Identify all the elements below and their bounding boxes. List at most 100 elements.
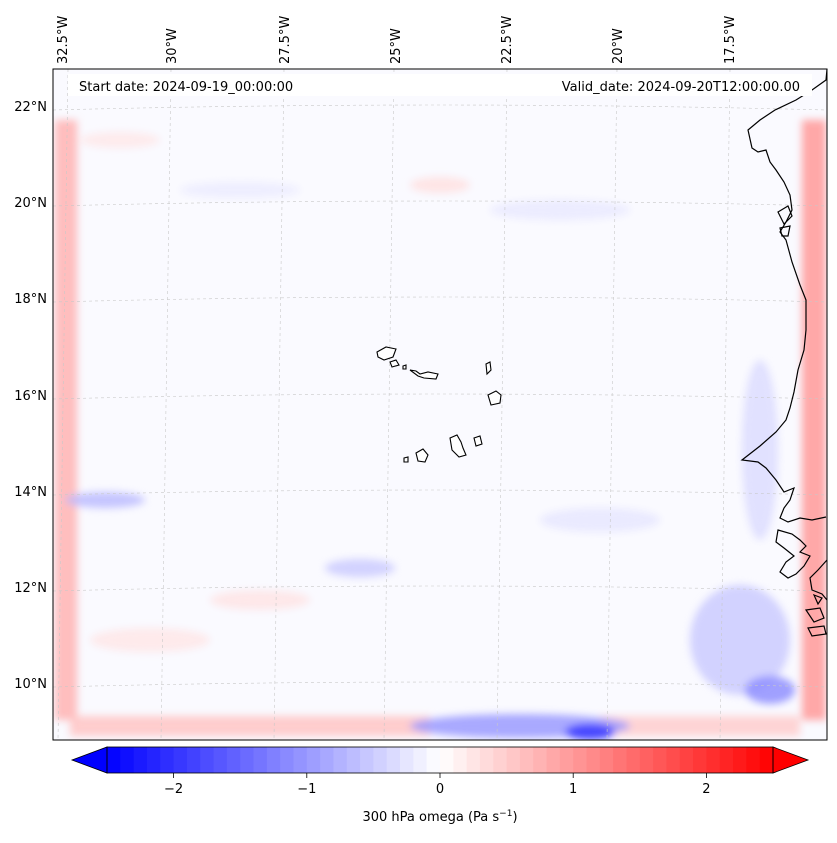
omega-southeast-core (745, 676, 795, 704)
colorbar-cell (413, 747, 428, 773)
lon-label: 27.5°W (278, 16, 293, 64)
lat-label: 14°N (14, 485, 47, 500)
colorbar-cell (679, 747, 694, 773)
colorbar-cell (360, 747, 374, 773)
colorbar-cell (493, 747, 508, 773)
colorbar-cell (546, 747, 561, 773)
omega-central-red (210, 590, 310, 610)
colorbar-cell (280, 747, 294, 773)
coast-guinea (809, 559, 828, 601)
colorbar-ticks: −2 −1 0 1 2 (164, 773, 711, 797)
lon-label: 17.5°W (723, 16, 738, 64)
lat-label: 20°N (14, 196, 47, 211)
colorbar-min-extension (70, 746, 108, 774)
lat-label: 10°N (14, 677, 47, 692)
omega-shading (55, 120, 826, 740)
colorbar-cell (666, 747, 681, 773)
colorbar-cell (226, 747, 241, 773)
lon-label: 32.5°W (56, 16, 71, 64)
colorbar-cell (120, 747, 135, 773)
omega-southeast-blue (690, 585, 790, 695)
parallel-line (52, 585, 828, 592)
gridlines (52, 68, 828, 741)
colorbar-cell (626, 747, 641, 773)
colorbar-cell (466, 747, 481, 773)
omega-central-blue-2 (540, 508, 660, 532)
omega-southwest-red (90, 628, 210, 652)
island-santo-antao (376, 346, 397, 361)
island-fogo (415, 448, 429, 463)
colorbar-cell (266, 747, 281, 773)
colorbar-tick-label: 1 (569, 782, 577, 797)
island-santa-luzia (402, 364, 407, 370)
coast-sierra-islets (804, 593, 827, 637)
colorbar-cell (653, 747, 667, 773)
meridian-line (496, 68, 508, 741)
africa-coastline (740, 68, 828, 523)
island-brava (403, 456, 409, 463)
omega-south-band (70, 716, 430, 736)
lon-label: 22.5°W (500, 16, 515, 64)
colorbar-cell (253, 747, 268, 773)
colorbar-cell (200, 747, 215, 773)
cape-verde-islands (376, 346, 502, 463)
colorbar-cell (426, 747, 441, 773)
colorbar-cell (346, 747, 361, 773)
lon-label: 20°W (611, 28, 626, 64)
colorbar-tick-label: 0 (436, 782, 444, 797)
colorbar-cell (479, 747, 494, 773)
omega-south-band-east (600, 716, 800, 736)
colorbar-cell (440, 747, 454, 773)
colorbar-cell (733, 747, 747, 773)
meridian-line (606, 68, 618, 741)
colorbar-cell (599, 747, 614, 773)
lon-label: 25°W (389, 28, 404, 64)
colorbar-cell (173, 747, 188, 773)
parallel-line (52, 104, 828, 111)
omega-central-blue (325, 559, 395, 577)
omega-north-blue-2 (180, 182, 300, 198)
coastline (740, 68, 828, 637)
lat-label: 18°N (14, 292, 47, 307)
colorbar-cell (186, 747, 201, 773)
colorbar-cell (146, 747, 161, 773)
lat-label: 12°N (14, 581, 47, 596)
meridian-line (160, 68, 172, 741)
colorbar-tick-label: −2 (164, 782, 183, 797)
omega-west-band (55, 120, 77, 720)
omega-north-blue (490, 200, 630, 220)
latitude-labels: 22°N 20°N 18°N 16°N 14°N 12°N 10°N (14, 100, 47, 692)
island-maio (473, 435, 483, 447)
island-santiago (449, 434, 467, 458)
colorbar-cell (293, 747, 308, 773)
colorbar-cell (133, 747, 148, 773)
coast-bijagos (775, 529, 811, 579)
colorbar: −2 −1 0 1 2 300 hPa omega (Pa s−1) (70, 746, 810, 825)
colorbar-cell (160, 747, 175, 773)
colorbar-cell (639, 747, 654, 773)
colorbar-tick-label: 2 (702, 782, 710, 797)
colorbar-cell (746, 747, 761, 773)
colorbar-cell (693, 747, 707, 773)
colorbar-cell (573, 747, 588, 773)
coast-cap-vert-islets (777, 205, 793, 237)
colorbar-cell (400, 747, 414, 773)
date-banner (68, 74, 812, 96)
colorbar-cell (519, 747, 534, 773)
omega-field (55, 120, 826, 740)
colorbar-cell (759, 747, 774, 773)
colorbar-cell (613, 747, 627, 773)
omega-east-band (802, 120, 826, 720)
valid-date-label: Valid_date: 2024-09-20T12:00:00.00 (562, 80, 800, 95)
colorbar-cell (320, 747, 334, 773)
colorbar-tick-label: −1 (297, 782, 316, 797)
map-panel: Start date: 2024-09-19_00:00:00 Valid_da… (52, 68, 828, 741)
island-sao-nicolau (409, 369, 439, 380)
omega-coastal-blue (742, 360, 778, 540)
island-sao-vicente (389, 359, 400, 368)
colorbar-cell (706, 747, 721, 773)
colorbar-cell (213, 747, 228, 773)
colorbar-label: 300 hPa omega (Pa s−1) (362, 809, 517, 825)
lat-label: 22°N (14, 100, 47, 115)
colorbar-cell (333, 747, 348, 773)
